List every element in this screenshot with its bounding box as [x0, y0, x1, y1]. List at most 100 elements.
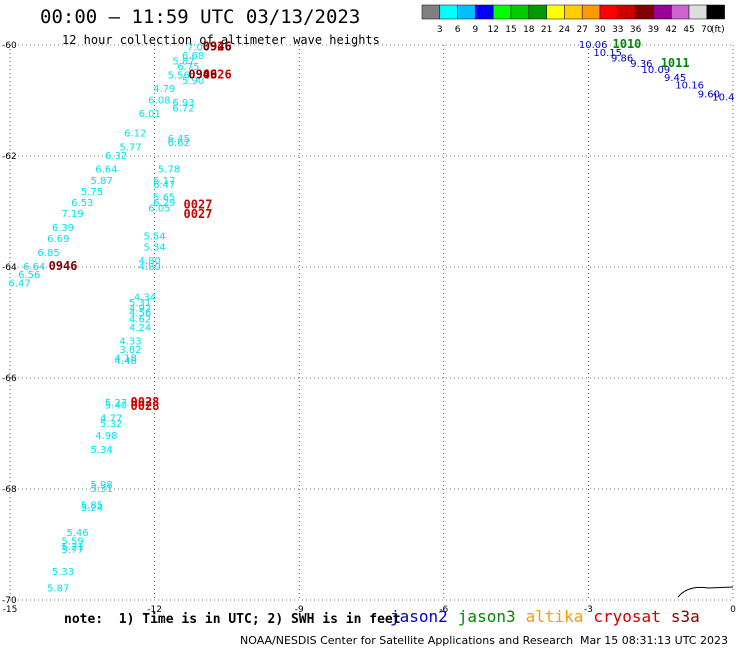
- wave-height-point: 6.72: [172, 104, 194, 115]
- wave-height-point: 4.18: [115, 353, 137, 364]
- wave-height-point: 6.29: [153, 198, 175, 209]
- wave-height-point: 6.39: [52, 223, 74, 234]
- wave-height-point: 10.4: [712, 93, 734, 104]
- colorbar-tick-label: 18: [523, 25, 535, 35]
- pass-time-label: 0028: [131, 399, 160, 413]
- wave-height-point: 4.62: [129, 315, 151, 326]
- colorbar-tick-label: 30: [594, 25, 606, 35]
- wave-height-point: 9.36: [630, 59, 652, 70]
- wave-height-point: 4.33: [119, 337, 141, 348]
- coastline: [677, 586, 734, 598]
- satellite-legend-entry: cryosat: [593, 607, 661, 626]
- wave-height-point: 4.92: [129, 303, 151, 314]
- wave-height-point: 5.31: [90, 484, 112, 495]
- chart-subtitle: 12 hour collection of altimeter wave hei…: [62, 33, 380, 47]
- wave-height-point: 4.24: [129, 323, 151, 334]
- colorbar-tick-label: 12: [487, 25, 498, 35]
- wave-height-point: 5.78: [158, 165, 180, 176]
- wave-height-point: 10.09: [642, 65, 671, 76]
- y-tick-label: -62: [2, 152, 17, 162]
- wave-height-point: 4.80: [139, 256, 161, 267]
- wave-height-point: 6.45: [168, 134, 190, 145]
- wave-height-point: 4.48: [115, 356, 137, 367]
- wave-height-point: 9.45: [664, 73, 686, 84]
- wave-height-point: 6.08: [148, 95, 170, 106]
- wave-height-point: 6.47: [9, 278, 31, 289]
- colorbar-tick-label: 70: [701, 25, 713, 35]
- wave-height-point: 5.21: [62, 542, 84, 553]
- wave-height-point: 6.69: [47, 234, 69, 245]
- wave-height-point: 9.86: [611, 54, 633, 65]
- wave-height-point: 4.98: [95, 431, 117, 442]
- wave-height-point: 5.40: [105, 401, 127, 412]
- satellite-legend-entry: s3a: [670, 607, 700, 626]
- satellite-legend-entry: jason3: [457, 607, 516, 626]
- wave-height-point: 4.34: [134, 292, 156, 303]
- x-tick-label: -6: [439, 605, 448, 615]
- y-tick-label: -66: [2, 374, 17, 384]
- x-tick-label: -9: [295, 605, 304, 615]
- colorbar-tick-label: 42: [665, 25, 676, 35]
- wave-height-point: 5.34: [90, 445, 112, 456]
- y-tick-label: -64: [2, 263, 17, 273]
- wave-height-point: 6.05: [148, 204, 170, 215]
- colorbar-tick-label: 33: [612, 25, 623, 35]
- colorbar-tick-label: 6: [455, 25, 461, 35]
- colorbar-tick-label: 3: [437, 25, 443, 35]
- satellite-legend-entry: altika: [525, 607, 584, 626]
- wave-height-point: 5.33: [52, 567, 74, 578]
- footer-timestamp: Mar 15 08:31:13 UTC 2023: [580, 634, 728, 647]
- colorbar-tick-label: 24: [559, 25, 571, 35]
- wave-height-point: 5.87: [47, 584, 69, 595]
- wave-height-point: 4.77: [100, 413, 122, 424]
- footer-note: note: 1) Time is in UTC; 2) SWH is in fe…: [64, 612, 401, 627]
- wave-height-point: 5.27: [105, 398, 127, 409]
- pass-time-label: 0946: [49, 259, 78, 273]
- satellite-legend: jason2 jason3 altika cryosat s3a: [390, 607, 710, 626]
- colorbar-tick-label: 39: [648, 25, 660, 35]
- wave-height-point: 6.62: [168, 138, 190, 149]
- colorbar-tick-label: 9: [473, 25, 479, 35]
- colorbar-unit: (ft): [711, 25, 725, 35]
- wave-height-point: 6.93: [172, 98, 194, 109]
- wave-height-point: 5.65: [153, 192, 175, 203]
- pass-time-label: 1011: [661, 56, 690, 70]
- wave-height-point: 5.59: [62, 537, 84, 548]
- wave-height-point: 6.53: [71, 198, 93, 209]
- wave-height-point: 5.34: [143, 242, 165, 253]
- colorbar-tick-label: 21: [541, 25, 552, 35]
- y-tick-label: -70: [2, 596, 17, 606]
- wave-height-point: 10.06: [579, 40, 608, 51]
- wave-height-point: 6.01: [139, 109, 161, 120]
- pass-time-label: 0926: [203, 40, 232, 54]
- satellite-legend-entry: jason2: [390, 607, 448, 626]
- wave-height-point: 7.00: [187, 43, 209, 54]
- wave-height-point: 10.15: [593, 48, 622, 59]
- y-tick-label: -60: [2, 41, 17, 51]
- pass-time-label: 1010: [613, 37, 642, 51]
- wave-height-point: 5.46: [66, 528, 88, 539]
- colorbar-legend: 3 6 9 12 15 18 21 24 27 30 33 36 39 42 45 70(ft): [421, 4, 725, 35]
- pass-time-label: 0027: [184, 198, 213, 212]
- wave-height-point: 5.77: [62, 545, 84, 556]
- wave-height-point: 6.85: [37, 248, 59, 259]
- wave-height-point: 5.54: [143, 231, 165, 242]
- wave-height-point: 9.60: [698, 90, 720, 101]
- wave-height-point: 4.56: [129, 308, 151, 319]
- wave-height-point: 3.82: [119, 345, 141, 356]
- pass-time-label: 0946: [188, 67, 217, 81]
- y-tick-label: -68: [2, 485, 17, 495]
- wave-height-point: 5.98: [90, 480, 112, 491]
- colorbar-tick-label: 15: [505, 25, 516, 35]
- x-tick-label: 0: [730, 605, 736, 615]
- wave-height-point: 5.75: [81, 187, 103, 198]
- wave-height-point: 6.64: [23, 262, 45, 273]
- wave-height-point: 6.47: [153, 180, 175, 191]
- wave-height-point: 6.12: [124, 129, 146, 140]
- colorbar-tick-label: 36: [630, 25, 642, 35]
- wave-height-point: 5.87: [172, 56, 194, 67]
- chart-title: 00:00 – 11:59 UTC 03/13/2023: [40, 6, 361, 28]
- wave-height-point: 5.32: [100, 419, 122, 430]
- wave-height-point: 7.19: [62, 209, 84, 220]
- wave-height-point: 5.31: [129, 298, 151, 309]
